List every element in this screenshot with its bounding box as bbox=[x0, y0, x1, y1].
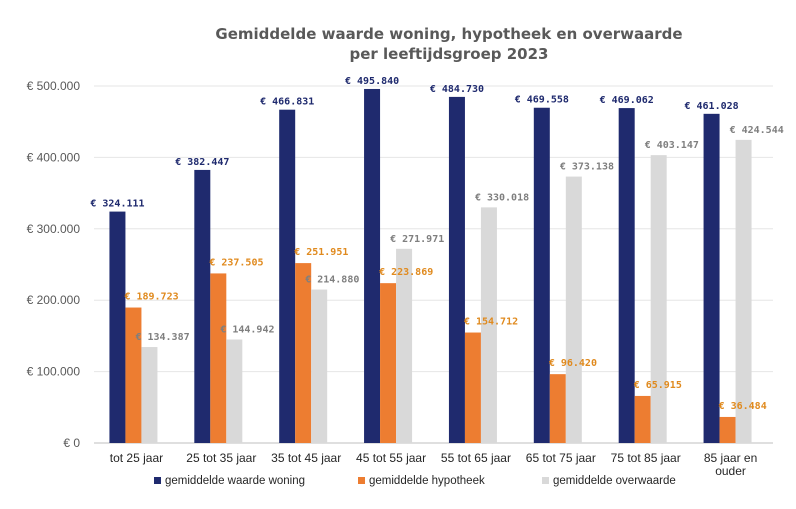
y-axis-ticks: € 0 € 100.000 € 200.000 € 300.000 € 400.000 €… bbox=[27, 79, 81, 450]
bar-woning bbox=[364, 88, 381, 443]
y-tick-label: € 0 bbox=[63, 436, 80, 450]
x-tick-label: tot 25 jaar bbox=[110, 451, 163, 465]
bar-overwaarde bbox=[480, 207, 497, 443]
bar-hypotheek bbox=[549, 374, 566, 443]
data-label: € 154.712 bbox=[464, 317, 518, 328]
data-label: € 324.111 bbox=[90, 199, 144, 210]
y-tick-label: € 400.000 bbox=[27, 150, 81, 164]
data-label: € 134.387 bbox=[135, 332, 189, 343]
data-label: € 373.138 bbox=[560, 162, 614, 173]
x-tick-label: 25 tot 35 jaar bbox=[186, 451, 256, 465]
data-label: € 484.730 bbox=[430, 84, 484, 95]
bar-woning bbox=[109, 211, 126, 443]
data-labels: € 324.111 € 382.447 € 466.831 € 495.840 € 48… bbox=[90, 76, 783, 412]
x-axis-ticks: tot 25 jaar 25 tot 35 jaar 35 tot 45 jaar 4… bbox=[110, 451, 758, 478]
bars bbox=[109, 88, 752, 444]
data-label: € 271.971 bbox=[390, 234, 444, 245]
legend: gemiddelde waarde woning gemiddelde hypot… bbox=[154, 475, 676, 487]
bar-overwaarde bbox=[311, 289, 328, 443]
data-label: € 330.018 bbox=[475, 192, 529, 203]
bar-woning bbox=[618, 108, 635, 444]
bar-woning bbox=[448, 96, 465, 444]
bar-overwaarde bbox=[396, 248, 413, 443]
data-label: € 466.831 bbox=[260, 97, 314, 108]
bar-overwaarde bbox=[735, 139, 752, 443]
legend-item: gemiddelde waarde woning bbox=[154, 475, 305, 487]
data-label: € 469.558 bbox=[515, 95, 569, 106]
x-tick-label: 35 tot 45 jaar bbox=[271, 451, 341, 465]
bar-hypotheek bbox=[634, 395, 651, 443]
bar-overwaarde bbox=[141, 347, 158, 443]
legend-item: gemiddelde overwaarde bbox=[542, 475, 676, 487]
data-label: € 223.869 bbox=[379, 267, 433, 278]
data-label: € 251.951 bbox=[294, 247, 348, 258]
data-label: € 461.028 bbox=[684, 101, 738, 112]
x-tick-label: 55 tot 65 jaar bbox=[441, 451, 511, 465]
data-label: € 237.505 bbox=[209, 257, 263, 268]
x-tick-label: ouder bbox=[715, 464, 746, 478]
chart-title-line: Gemiddelde waarde woning, hypotheek en o… bbox=[215, 25, 682, 43]
data-label: € 65.915 bbox=[634, 380, 682, 391]
data-label: € 144.942 bbox=[220, 325, 274, 336]
bar-hypotheek bbox=[125, 307, 142, 443]
legend-label: gemiddelde overwaarde bbox=[553, 475, 676, 487]
data-label: € 403.147 bbox=[645, 140, 699, 151]
bar-overwaarde bbox=[226, 339, 243, 443]
bar-overwaarde bbox=[650, 155, 667, 443]
bar-woning bbox=[703, 113, 720, 443]
data-label: € 96.420 bbox=[549, 358, 597, 369]
chart-title-line: per leeftijdsgroep 2023 bbox=[350, 45, 549, 63]
legend-label: gemiddelde waarde woning bbox=[165, 475, 305, 487]
x-tick-label: 65 tot 75 jaar bbox=[526, 451, 596, 465]
bar-woning bbox=[279, 109, 296, 443]
chart-title: Gemiddelde waarde woning, hypotheek en o… bbox=[215, 25, 682, 63]
x-tick-label: 75 tot 85 jaar bbox=[611, 451, 681, 465]
legend-item: gemiddelde hypotheek bbox=[358, 475, 485, 487]
legend-swatch bbox=[154, 477, 161, 484]
bar-overwaarde bbox=[565, 176, 582, 443]
bar-woning bbox=[533, 107, 550, 443]
bar-hypotheek bbox=[464, 332, 481, 443]
x-tick-label: 45 tot 55 jaar bbox=[356, 451, 426, 465]
data-label: € 469.062 bbox=[600, 95, 654, 106]
legend-swatch bbox=[358, 477, 365, 484]
bar-hypotheek bbox=[719, 416, 736, 443]
data-label: € 382.447 bbox=[175, 157, 229, 168]
y-tick-label: € 100.000 bbox=[27, 365, 81, 379]
y-tick-label: € 200.000 bbox=[27, 293, 81, 307]
y-tick-label: € 500.000 bbox=[27, 79, 81, 93]
legend-label: gemiddelde hypotheek bbox=[369, 475, 485, 487]
x-tick-label: 85 jaar en bbox=[704, 451, 757, 465]
y-tick-label: € 300.000 bbox=[27, 222, 81, 236]
legend-swatch bbox=[542, 477, 549, 484]
data-label: € 424.544 bbox=[730, 125, 784, 136]
bar-hypotheek bbox=[210, 273, 227, 443]
bar-hypotheek bbox=[380, 283, 397, 443]
bar-hypotheek bbox=[295, 263, 312, 443]
data-label: € 214.880 bbox=[305, 275, 359, 286]
data-label: € 36.484 bbox=[719, 401, 767, 412]
bar-woning bbox=[194, 169, 211, 443]
data-label: € 189.723 bbox=[124, 292, 178, 303]
data-label: € 495.840 bbox=[345, 76, 399, 87]
